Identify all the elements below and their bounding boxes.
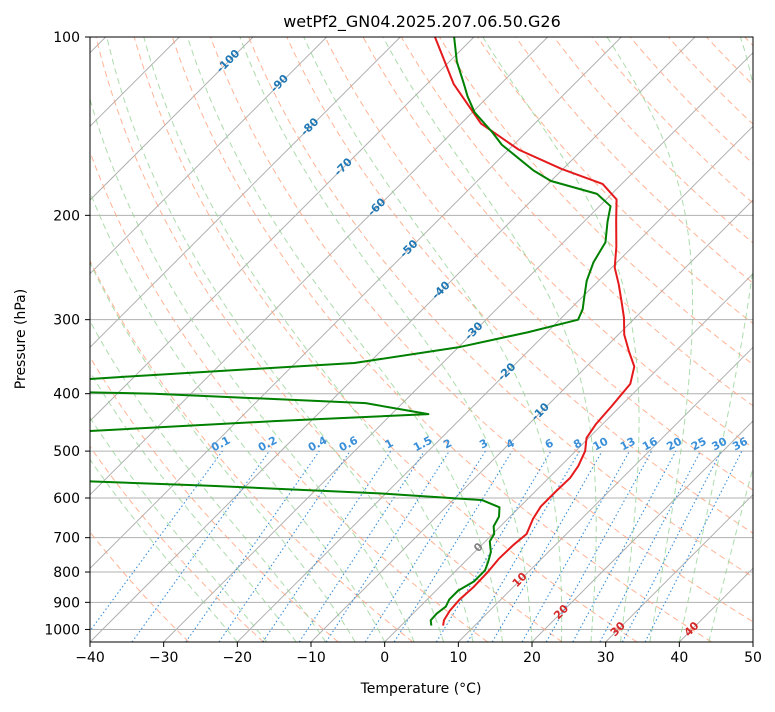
x-tick-label: −40 — [75, 650, 105, 666]
y-tick-label: 800 — [53, 565, 80, 581]
x-tick-label: 0 — [380, 650, 389, 666]
x-tick-label: 10 — [449, 650, 467, 666]
y-tick-label: 1000 — [44, 622, 80, 638]
y-tick-label: 500 — [53, 444, 80, 460]
x-axis-label: Temperature (°C) — [360, 681, 482, 697]
x-tick-label: 50 — [744, 650, 762, 666]
y-tick-label: 600 — [53, 491, 80, 507]
x-tick-label: 30 — [597, 650, 615, 666]
chart-title: wetPf2_GN04.2025.207.06.50.G26 — [283, 12, 561, 32]
x-tick-label: −30 — [149, 650, 179, 666]
y-tick-label: 900 — [53, 595, 80, 611]
y-axis-label: Pressure (hPa) — [13, 289, 29, 389]
y-tick-label: 700 — [53, 531, 80, 547]
x-tick-label: 40 — [670, 650, 688, 666]
y-tick-label: 300 — [53, 313, 80, 329]
x-tick-label: −10 — [296, 650, 326, 666]
y-tick-label: 400 — [53, 387, 80, 403]
y-tick-label: 100 — [53, 30, 80, 46]
x-tick-label: 20 — [523, 650, 541, 666]
x-tick-label: −20 — [223, 650, 253, 666]
y-tick-label: 200 — [53, 208, 80, 224]
